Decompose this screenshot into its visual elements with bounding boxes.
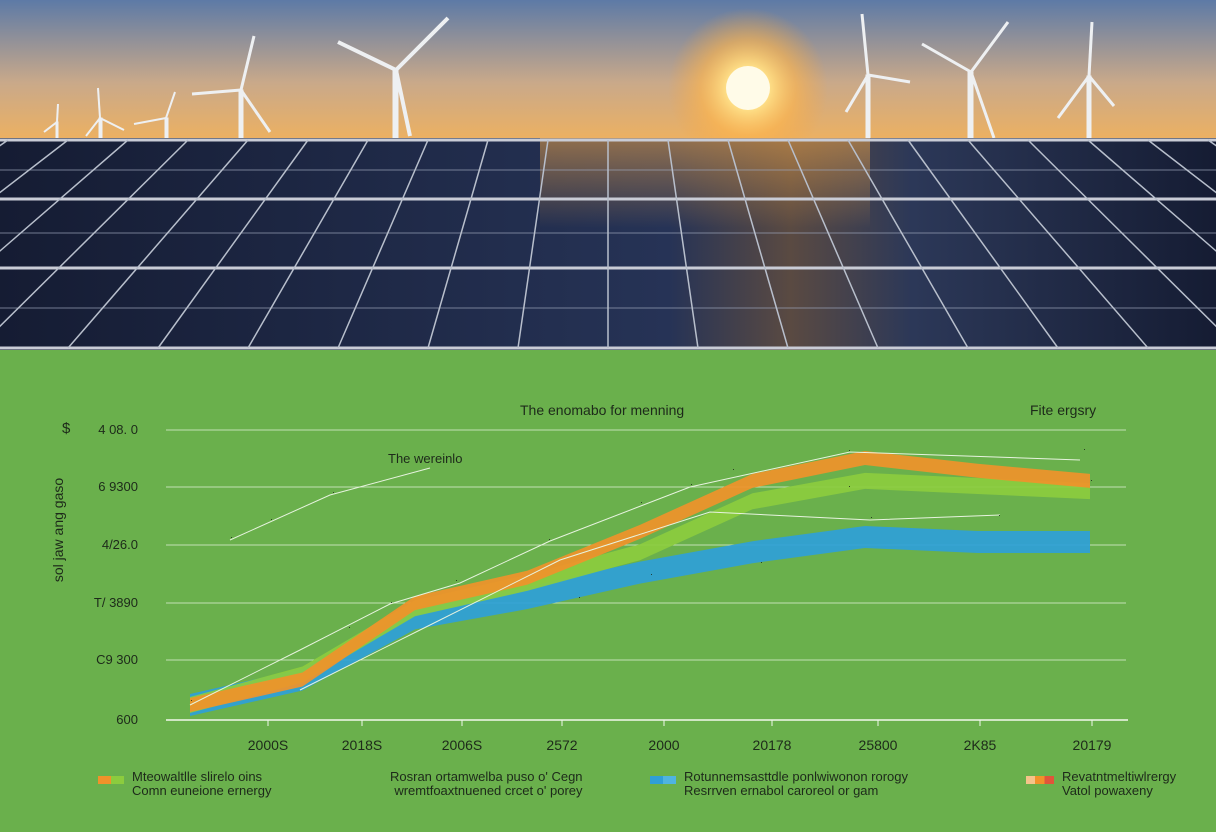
wind-turbine-icon — [133, 91, 176, 141]
panel-divider — [67, 139, 249, 349]
legend-swatch — [98, 776, 124, 784]
data-point-marker: · — [348, 622, 351, 632]
panel-divider — [0, 139, 69, 194]
chart-background — [0, 350, 1216, 832]
panel-divider — [0, 139, 189, 328]
panel-divider — [427, 139, 489, 349]
legend-line: wremtfoaxtnuened crcet o' porey — [394, 783, 583, 798]
series-outline-line — [229, 467, 431, 541]
series-band — [190, 451, 1090, 712]
data-point-marker: · — [548, 534, 551, 544]
data-point-marker: · — [732, 464, 735, 474]
series-outline-line — [189, 451, 1081, 706]
data-point-marker: · — [848, 481, 851, 491]
data-point-marker: · — [760, 557, 763, 567]
x-tick-label: 2018S — [341, 737, 383, 753]
data-point-marker: · — [332, 487, 335, 497]
x-tick-label: 25800 — [858, 737, 898, 753]
x-tick-label: 20179 — [1072, 737, 1112, 753]
legend-item: Mteowaltlle slirelo oins Comn euneione er… — [98, 770, 271, 798]
data-point-marker: · — [390, 597, 393, 607]
legend-line: Rosran ortamwelba puso o' Cegn — [390, 769, 583, 784]
panel-divider — [787, 139, 879, 349]
legend-line: Comn euneione ernergy — [132, 783, 272, 798]
panel-divider — [0, 139, 129, 252]
wind-turbine-icon — [844, 13, 911, 141]
panel-divider — [1027, 139, 1216, 328]
panel-divider — [1147, 139, 1216, 194]
legend-item: Revatntmeltiwlrergy Vatol powaxeny — [1026, 770, 1176, 798]
y-tick-label: T/ 3890 — [93, 595, 138, 610]
x-tick-label: 20178 — [752, 737, 792, 753]
y-tick-label: 4/26.0 — [101, 537, 138, 552]
data-point-marker: · — [870, 512, 873, 522]
y-tick-label: 4 08. 0 — [98, 422, 138, 437]
data-point-marker: · — [998, 510, 1001, 520]
legend-line: Resrrven ernabol caroreol or gam — [684, 783, 879, 798]
data-point-marker: · — [640, 497, 643, 507]
panel-divider — [247, 139, 369, 349]
wind-turbine-icon — [337, 16, 450, 141]
y-tick-label: 600 — [116, 712, 138, 727]
x-tick-label: 2000S — [247, 737, 289, 753]
sun-core — [726, 66, 770, 110]
x-tick-label: 2K85 — [963, 737, 997, 753]
legend-item: Rotunnemsasttdle ponlwiwonon rorogy Resrr… — [650, 770, 908, 798]
series-band — [190, 525, 1090, 716]
series-label-top-right: Fite ergsry — [1030, 402, 1097, 418]
solar-panel-field — [0, 138, 1216, 350]
legend-item: Rosran ortamwelba puso o' Cegn wremtfoaxt… — [390, 770, 583, 798]
panel-divider — [1087, 139, 1216, 252]
data-point-marker: · — [578, 592, 581, 602]
x-tick-label: 2572 — [546, 737, 578, 753]
currency-symbol: $ — [62, 420, 71, 437]
data-point-marker: · — [1090, 475, 1093, 485]
panel-divider — [517, 139, 549, 349]
chart-title: The enomabo for menning — [520, 402, 685, 418]
data-point-marker: · — [690, 479, 693, 489]
legend-line: Mteowaltlle slirelo oins — [132, 769, 263, 784]
inline-series-label: The wereinlo — [388, 451, 463, 466]
chart: · · · · · · · · · · · · · · · · · · · · — [166, 429, 1128, 726]
legend-swatch — [650, 776, 676, 784]
x-tick-label: 2006S — [441, 737, 483, 753]
y-tick-label: C9 300 — [96, 652, 138, 667]
data-point-marker: · — [230, 532, 233, 542]
sky — [0, 0, 1216, 150]
data-point-marker: · — [270, 514, 273, 524]
data-point-marker: · — [455, 575, 458, 585]
legend-line: Rotunnemsasttdle ponlwiwonon rorogy — [684, 769, 909, 784]
wind-turbine-icon — [1056, 21, 1116, 141]
data-point-marker: · — [848, 445, 851, 455]
panel-divider — [727, 139, 789, 349]
panel-divider — [337, 139, 429, 349]
panel-divider — [967, 139, 1149, 349]
y-tick-label: 6 9300 — [98, 479, 138, 494]
panel-divider — [907, 139, 1059, 349]
legend-line: Revatntmeltiwlrergy — [1062, 769, 1177, 784]
data-point-marker: · — [1083, 444, 1086, 454]
data-point-marker: · — [650, 569, 653, 579]
data-point-marker: · — [190, 695, 193, 705]
legend-line: Vatol powaxeny — [1062, 783, 1153, 798]
panel-divider — [667, 139, 699, 349]
panel-divider — [157, 139, 309, 349]
x-tick-label: 2000 — [648, 737, 680, 753]
series-outline-line — [299, 511, 1001, 691]
panel-divider — [847, 139, 969, 349]
legend-swatch — [1026, 776, 1054, 784]
